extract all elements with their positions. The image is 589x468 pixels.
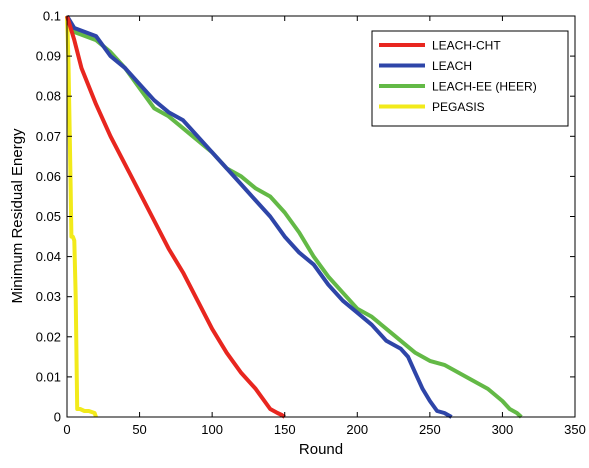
- y-tick-label-4: 0.04: [36, 249, 61, 264]
- x-tick-label-4: 200: [346, 422, 368, 437]
- legend-label-1: LEACH: [432, 59, 472, 73]
- y-tick-label-10: 0.1: [43, 9, 61, 24]
- x-tick-label-7: 350: [564, 422, 586, 437]
- legend-label-0: LEACH-CHT: [432, 39, 501, 53]
- y-axis-ticks: 0 0.01 0.02 0.03 0.04 0.05 0.06 0.07 0.08 0.09 0.1: [36, 9, 575, 425]
- x-tick-label-3: 150: [274, 422, 296, 437]
- series-layer: [65, 14, 523, 419]
- y-tick-label-6: 0.06: [36, 169, 61, 184]
- legend-entries: LEACH-CHT LEACH LEACH-EE (HEER) PEGASIS: [379, 39, 537, 114]
- y-tick-label-5: 0.05: [36, 209, 61, 224]
- legend-label-2: LEACH-EE (HEER): [432, 80, 537, 94]
- legend-label-3: PEGASIS: [432, 100, 485, 114]
- x-tick-label-1: 50: [132, 422, 146, 437]
- x-tick-label-5: 250: [419, 422, 441, 437]
- x-axis-label: Round: [299, 441, 343, 458]
- y-tick-label-0: 0: [54, 410, 61, 425]
- x-axis-ticks: 0 50 100 150 200 250 300 350: [63, 16, 586, 437]
- x-tick-label-2: 100: [201, 422, 223, 437]
- x-tick-label-0: 0: [63, 422, 70, 437]
- y-tick-label-9: 0.09: [36, 49, 61, 64]
- series-line-0: [65, 15, 286, 419]
- series-line-1: [65, 14, 453, 419]
- y-tick-label-1: 0.01: [36, 369, 61, 384]
- y-axis-label: Minimum Residual Energy: [9, 128, 26, 304]
- x-tick-label-6: 300: [492, 422, 514, 437]
- series-line-3: [65, 15, 98, 418]
- y-tick-label-3: 0.03: [36, 289, 61, 304]
- series-line-2: [65, 15, 523, 419]
- y-tick-label-7: 0.07: [36, 129, 61, 144]
- y-tick-label-2: 0.02: [36, 329, 61, 344]
- legend: LEACH-CHT LEACH LEACH-EE (HEER) PEGASIS: [371, 30, 569, 127]
- y-tick-label-8: 0.08: [36, 89, 61, 104]
